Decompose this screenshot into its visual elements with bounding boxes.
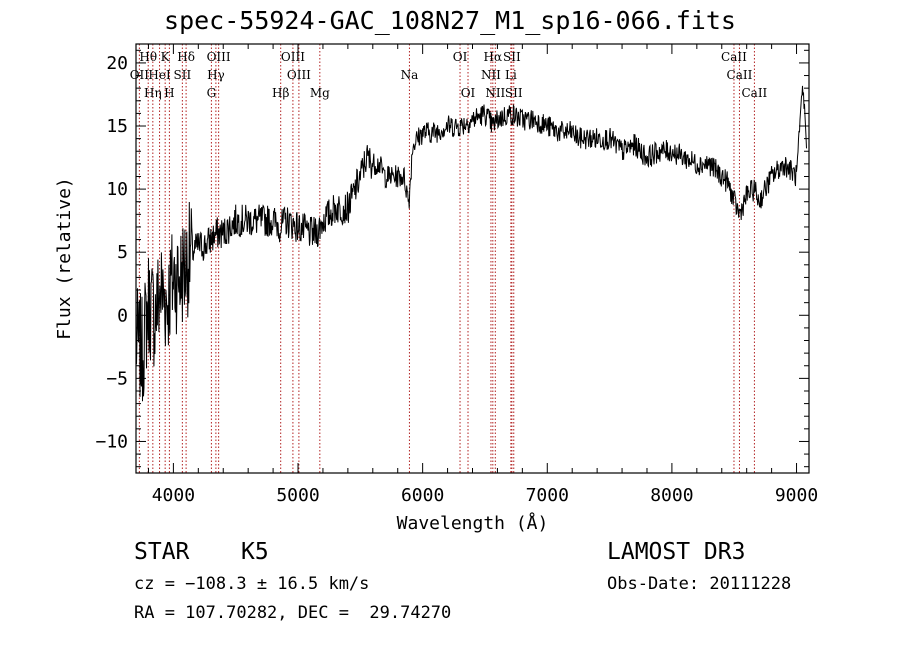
spectral-line-label: HeI [148,68,171,82]
spectral-line-label: CaII [721,50,747,64]
plot-frame [135,43,810,474]
x-tick-label: 4000 [152,485,195,506]
spectral-line-label: Li [505,68,517,82]
x-tick-label: 7000 [526,485,569,506]
spectral-line-label: OIII [287,68,311,82]
spectral-line-label: OIII [207,50,231,64]
x-tick-label: 5000 [276,485,319,506]
spectral-line-label: NII [481,68,501,82]
spectral-line-label: CaII [727,68,753,82]
y-tick-label: −10 [95,431,128,452]
y-tick-label: −5 [106,368,128,389]
spectral-line-label: Hθ [139,50,157,64]
spectral-line-label: Hα [484,50,503,64]
coordinates: RA = 107.70282, DEC = 29.74270 [134,603,452,623]
spectral-line-label: G [207,86,217,100]
spectral-line-label: K [161,50,171,64]
obs-date: Obs-Date: 20111228 [607,574,792,594]
x-axis-label: Wavelength (Å) [397,512,549,534]
spectral-line-label: CaII [741,86,767,100]
spectral-line-label: SII [505,86,523,100]
spectral-line-label: SII [174,68,192,82]
x-tick-label: 8000 [650,485,693,506]
spectral-line-label: Hγ [207,68,225,82]
spectral-line-label: OI [461,86,476,100]
survey-label: LAMOST DR3 [607,539,746,565]
x-tick-label: 6000 [401,485,444,506]
y-tick-label: 20 [106,53,128,74]
spectral-line-label: OIII [281,50,305,64]
spectral-line-label: H [164,86,174,100]
spectral-line-label: Hδ [177,50,195,64]
y-axis-label: Flux (relative) [54,177,75,340]
spectral-line-label: Hβ [272,86,289,100]
spectral-line-label: OI [453,50,468,64]
y-tick-label: 0 [117,305,128,326]
spectrum-line [135,85,807,402]
chart-title: spec-55924-GAC_108N27_M1_sp16-066.fits [164,6,736,35]
spectral-line-label: Mg [310,86,330,100]
y-tick-label: 10 [106,179,128,200]
object-subclass: K5 [241,539,269,565]
spectral-line-label: Hη [144,86,162,100]
y-tick-label: 15 [106,116,128,137]
object-class: STAR [134,539,190,565]
spectral-line-label: OII [130,68,150,82]
spectral-line-label: SII [503,50,521,64]
spectral-line-label: Na [401,68,419,82]
y-tick-label: 5 [117,242,128,263]
redshift-readout: cz = −108.3 ± 16.5 km/s [134,574,370,594]
spectral-line-label: NII [485,86,505,100]
x-tick-label: 9000 [775,485,818,506]
